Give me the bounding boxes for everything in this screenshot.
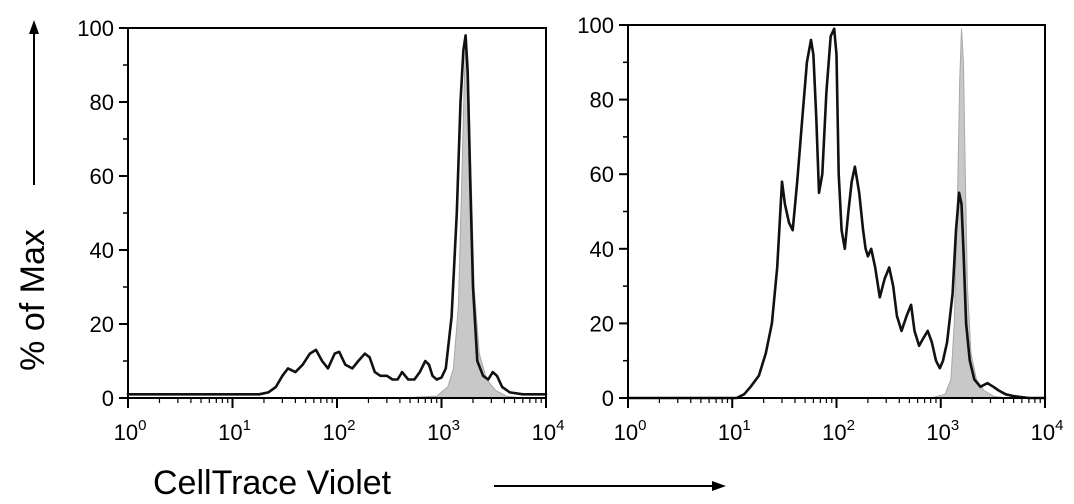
y-axis-ticks: 0 20 40 60 80 100 [577, 13, 628, 411]
y-axis-title: % of Max [14, 229, 52, 371]
plot-frame [128, 28, 546, 398]
y-tick-label: 0 [102, 386, 114, 411]
x-tick-label: 100 [114, 417, 147, 445]
y-tick-label: 80 [90, 90, 114, 115]
y-tick-label: 60 [90, 164, 114, 189]
y-tick-label: 20 [590, 311, 614, 336]
y-tick-label: 20 [90, 312, 114, 337]
y-tick-label: 60 [590, 162, 614, 187]
y-axis-arrow-head [29, 20, 39, 34]
sample-histogram-curve [628, 29, 1045, 398]
y-tick-label: 80 [590, 88, 614, 113]
y-tick-label: 0 [602, 386, 614, 411]
y-tick-label: 40 [590, 237, 614, 262]
x-tick-label: 104 [532, 417, 565, 445]
sample-histogram-line [628, 29, 1045, 398]
x-axis-ticks: 100 101 102 103 104 [114, 398, 565, 445]
y-tick-label: 100 [77, 16, 114, 41]
y-tick-label: 100 [577, 13, 614, 38]
left-histogram-panel: 0 20 40 60 80 100 100 101 102 103 104 [77, 16, 564, 445]
reference-histogram-area [128, 35, 546, 398]
y-axis-title-group: % of Max [14, 20, 52, 371]
x-axis-arrow-head [712, 481, 726, 491]
x-axis-title-group: CellTrace Violet [153, 464, 726, 502]
x-tick-label: 104 [1031, 417, 1064, 445]
sample-histogram-line [128, 35, 546, 394]
right-histogram-panel: 0 20 40 60 80 100 100 101 102 103 104 [577, 13, 1063, 445]
x-tick-label: 102 [822, 417, 855, 445]
sample-histogram-curve [128, 35, 546, 394]
x-tick-label: 103 [427, 417, 460, 445]
x-tick-label: 101 [718, 417, 751, 445]
y-tick-label: 40 [90, 238, 114, 263]
reference-filled-histogram [128, 35, 546, 398]
y-axis-ticks: 0 20 40 60 80 100 [77, 16, 128, 411]
x-axis-ticks: 100 101 102 103 104 [614, 398, 1064, 445]
x-tick-label: 101 [218, 417, 251, 445]
x-tick-label: 100 [614, 417, 647, 445]
x-tick-label: 103 [926, 417, 959, 445]
x-tick-label: 102 [323, 417, 356, 445]
x-axis-title: CellTrace Violet [153, 464, 392, 502]
